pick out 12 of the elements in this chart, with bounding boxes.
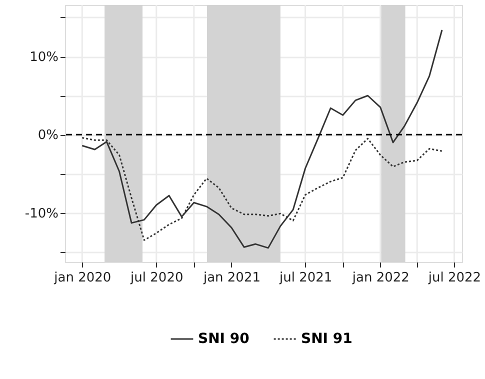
x-tick-label: jan 2021 [202, 270, 260, 286]
x-tick-label: jul 2022 [427, 270, 482, 286]
x-tick-label: jan 2022 [351, 270, 410, 286]
y-tick-label: 10% [30, 50, 58, 66]
x-tick-label: jan 2020 [53, 270, 112, 286]
line-series [81, 29, 443, 249]
y-tick-label: 0% [38, 128, 58, 144]
x-tick-label: jul 2020 [130, 270, 184, 286]
legend-label: SNI 90 [198, 331, 250, 347]
x-tick-label: jul 2021 [278, 270, 332, 286]
y-tick-label: -10% [24, 206, 58, 222]
legend-label: SNI 91 [301, 331, 352, 347]
